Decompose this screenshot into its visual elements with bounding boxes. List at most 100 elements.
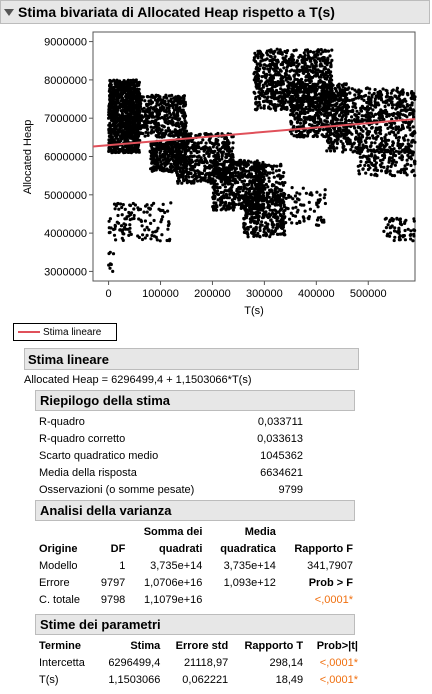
data-point <box>265 191 269 195</box>
data-point <box>289 108 293 112</box>
data-point <box>155 125 159 129</box>
data-point <box>279 162 283 166</box>
data-point <box>221 151 225 155</box>
data-point <box>283 192 287 196</box>
data-point <box>292 49 296 53</box>
data-point <box>311 69 315 73</box>
data-point <box>394 136 399 140</box>
data-point <box>412 94 416 98</box>
data-point <box>212 183 216 188</box>
data-point <box>110 151 114 155</box>
data-point <box>234 167 238 171</box>
data-point <box>357 143 361 147</box>
data-point <box>171 134 175 138</box>
data-point <box>389 123 394 127</box>
data-point <box>232 203 236 207</box>
data-point <box>146 121 150 125</box>
data-point <box>229 173 233 177</box>
data-point <box>186 140 190 145</box>
data-point <box>199 141 203 145</box>
data-point <box>275 83 279 88</box>
data-point <box>184 170 189 174</box>
data-point <box>185 162 189 166</box>
data-point <box>262 168 266 172</box>
data-point <box>319 112 323 116</box>
data-point <box>330 89 334 93</box>
data-point <box>276 190 280 194</box>
data-point <box>132 145 136 150</box>
data-point <box>329 65 333 69</box>
data-point <box>338 113 342 117</box>
data-point <box>288 77 293 81</box>
data-point <box>268 171 272 175</box>
data-point <box>292 134 296 138</box>
data-point <box>157 98 161 102</box>
data-point <box>152 106 156 110</box>
data-point <box>355 109 359 113</box>
data-point <box>219 190 223 195</box>
data-point <box>290 96 294 101</box>
data-point <box>302 110 306 114</box>
data-point <box>279 87 283 91</box>
data-point <box>350 87 354 91</box>
data-point <box>360 135 365 139</box>
data-point <box>111 122 115 126</box>
data-point <box>314 100 318 105</box>
data-point <box>220 162 224 167</box>
data-point <box>127 116 131 120</box>
data-point <box>253 221 257 225</box>
data-point <box>303 94 308 99</box>
data-point <box>300 130 304 134</box>
data-point <box>321 85 326 89</box>
data-point <box>227 196 231 200</box>
data-point <box>252 90 256 94</box>
data-point <box>155 154 159 158</box>
data-point <box>348 91 352 95</box>
data-point <box>267 89 271 93</box>
data-point <box>192 180 196 184</box>
data-point <box>124 109 128 113</box>
data-point <box>362 94 366 98</box>
data-point <box>342 128 346 133</box>
data-point <box>266 53 270 57</box>
data-point <box>182 131 186 135</box>
data-point <box>288 69 292 73</box>
report-header[interactable]: Stima bivariata di Allocated Heap rispet… <box>0 0 430 24</box>
data-point <box>306 110 310 114</box>
data-point <box>324 72 328 76</box>
data-point <box>184 129 189 133</box>
data-point <box>308 84 312 88</box>
data-point <box>267 176 271 180</box>
data-point <box>379 108 383 112</box>
data-point <box>344 115 348 119</box>
data-point <box>316 68 320 72</box>
data-point <box>194 162 198 166</box>
data-point <box>252 58 256 62</box>
data-point <box>271 225 275 229</box>
data-point <box>347 118 351 123</box>
data-point <box>394 116 398 120</box>
data-point <box>335 139 339 143</box>
disclosure-triangle-icon[interactable] <box>4 8 14 16</box>
data-point <box>406 142 410 146</box>
data-point <box>316 53 320 57</box>
data-point <box>189 171 193 176</box>
data-point <box>242 159 246 163</box>
data-point <box>172 108 177 112</box>
data-point <box>296 117 300 122</box>
data-point <box>234 195 238 199</box>
data-point <box>134 111 138 115</box>
data-point <box>316 129 320 133</box>
data-point <box>169 140 173 144</box>
data-point <box>126 135 130 139</box>
data-point <box>127 127 131 131</box>
data-point <box>243 208 247 212</box>
data-point <box>231 200 235 205</box>
data-point <box>325 120 329 124</box>
data-point <box>265 73 269 77</box>
data-point <box>120 95 124 99</box>
data-point <box>111 88 115 92</box>
data-point <box>155 135 159 139</box>
data-point <box>305 88 309 92</box>
data-point <box>406 138 410 142</box>
